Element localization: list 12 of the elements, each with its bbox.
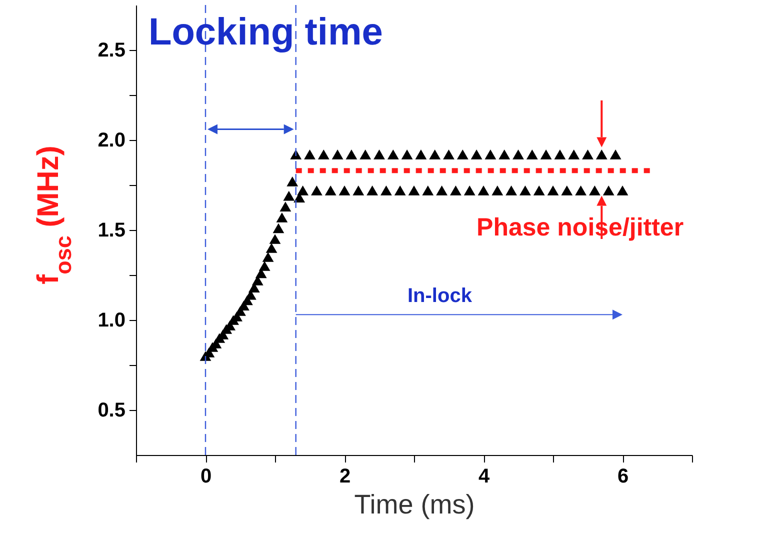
annotation: In-lock xyxy=(407,285,473,307)
y-tick-label: 1.0 xyxy=(98,310,126,332)
x-tick-label: 6 xyxy=(617,466,629,488)
y-tick-label: 1.5 xyxy=(98,220,126,242)
y-tick-label: 2.0 xyxy=(98,130,126,152)
x-tick-label: 4 xyxy=(478,466,490,488)
annotation: Locking time xyxy=(148,12,383,54)
x-axis-title: Time (ms) xyxy=(354,490,475,520)
x-tick-label: 2 xyxy=(339,466,351,488)
y-tick-label: 2.5 xyxy=(98,40,126,62)
x-tick-label: 0 xyxy=(200,466,212,488)
y-tick-label: 0.5 xyxy=(98,400,126,422)
